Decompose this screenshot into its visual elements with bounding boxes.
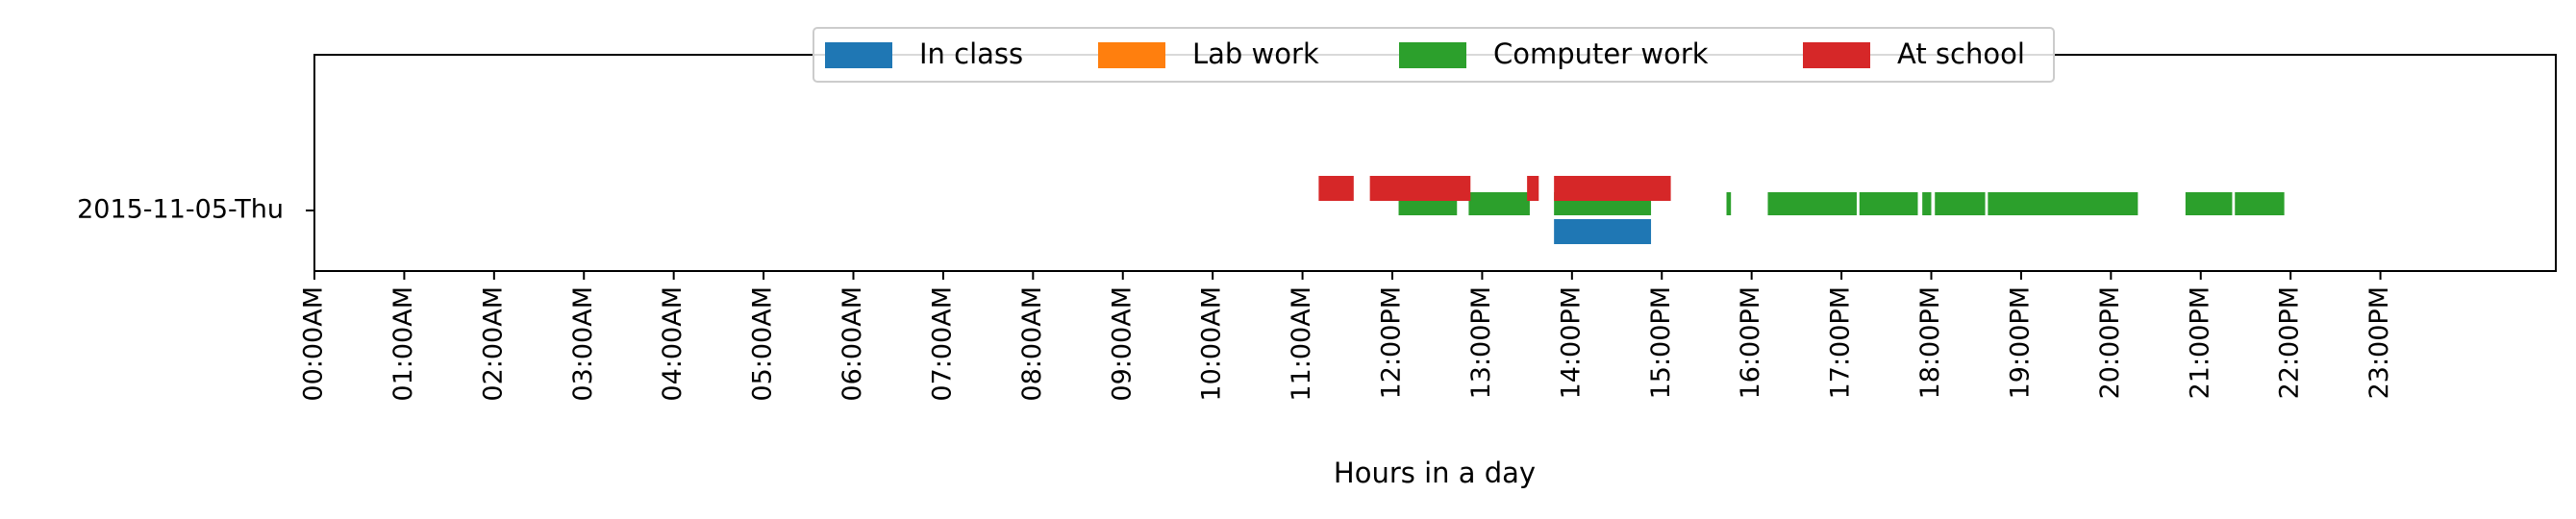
- x-tick-label: 21:00PM: [2185, 286, 2214, 399]
- x-tick-label: 08:00AM: [1017, 286, 1047, 402]
- x-tick-label: 22:00PM: [2275, 286, 2305, 399]
- legend-swatch-at-school: [1803, 42, 1870, 68]
- at-school-bar: [1554, 176, 1671, 201]
- legend-swatch-lab-work: [1098, 42, 1165, 68]
- plot-area: [314, 55, 2556, 271]
- at-school-bar: [1318, 176, 1354, 201]
- computer-work-bar: [1859, 192, 1918, 215]
- legend-label-lab-work: Lab work: [1192, 37, 1319, 70]
- x-tick-label: 17:00PM: [1826, 286, 1856, 399]
- at-school-bar: [1527, 176, 1539, 201]
- x-tick-label: 02:00AM: [478, 286, 508, 402]
- computer-work-bar: [1726, 192, 1732, 215]
- x-tick-label: 11:00AM: [1287, 286, 1316, 402]
- x-tick-label: 16:00PM: [1736, 286, 1765, 399]
- computer-work-bar: [1468, 192, 1530, 215]
- x-tick-label: 06:00AM: [838, 286, 867, 402]
- in-class-bar: [1554, 219, 1652, 244]
- x-tick-label: 23:00PM: [2364, 286, 2394, 399]
- x-tick-label: 03:00AM: [568, 286, 598, 402]
- x-tick-label: 05:00AM: [748, 286, 778, 402]
- computer-work-bar: [2185, 192, 2233, 215]
- x-tick-label: 13:00PM: [1466, 286, 1496, 399]
- x-tick-label: 00:00AM: [299, 286, 329, 402]
- computer-work-bar: [1935, 192, 1986, 215]
- x-tick-label: 10:00AM: [1197, 286, 1227, 402]
- legend-label-at-school: At school: [1897, 37, 2025, 70]
- x-tick-label: 01:00AM: [388, 286, 418, 402]
- computer-work-bar: [1767, 192, 1857, 215]
- x-axis: 00:00AM 01:00AM 02:00AM 03:00AM 04:00AM 05:00…: [299, 271, 2394, 402]
- x-tick-label: 09:00AM: [1107, 286, 1137, 402]
- legend-label-in-class: In class: [919, 37, 1023, 70]
- computer-work-bar: [1988, 192, 2138, 215]
- computer-work-bar: [1922, 192, 1932, 215]
- at-school-bar: [1369, 176, 1471, 201]
- legend-label-computer-work: Computer work: [1493, 37, 1709, 70]
- x-tick-label: 20:00PM: [2095, 286, 2125, 399]
- x-tick-label: 07:00AM: [927, 286, 957, 402]
- x-tick-label: 14:00PM: [1556, 286, 1586, 399]
- legend-swatch-computer-work: [1399, 42, 1466, 68]
- x-tick-label: 15:00PM: [1646, 286, 1676, 399]
- x-tick-label: 18:00PM: [1915, 286, 1945, 399]
- bars-layer: [1318, 176, 2285, 244]
- x-tick-label: 04:00AM: [658, 286, 688, 402]
- legend-swatch-in-class: [825, 42, 892, 68]
- legend: In class Lab work Computer work At school: [813, 27, 2055, 83]
- y-tick-label: 2015-11-05-Thu: [77, 195, 284, 225]
- x-tick-label: 19:00PM: [2005, 286, 2035, 399]
- y-axis: 2015-11-05-Thu: [77, 195, 314, 225]
- x-tick-label: 12:00PM: [1377, 286, 1407, 399]
- computer-work-bar: [2235, 192, 2285, 215]
- x-axis-label: Hours in a day: [1334, 457, 1536, 489]
